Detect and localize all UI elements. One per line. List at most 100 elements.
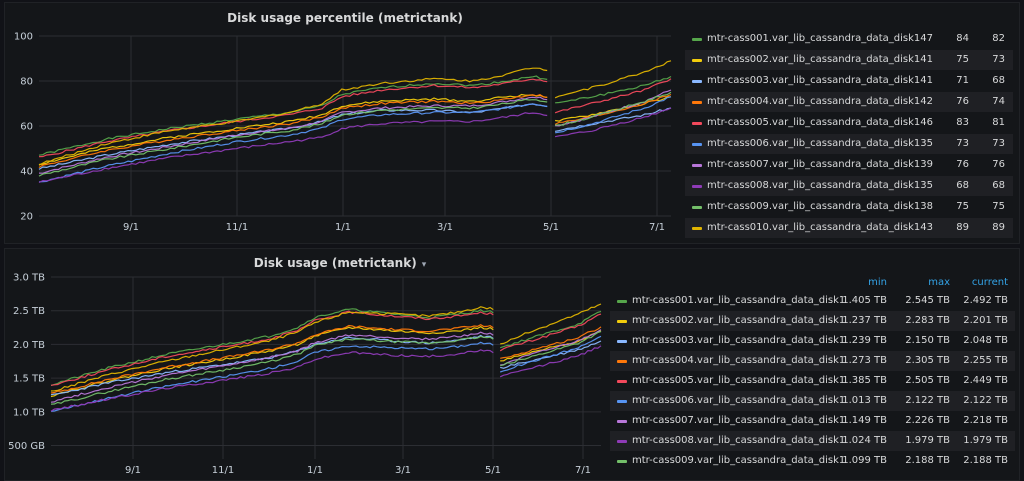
legend-value-max: 1.979 TB [905, 435, 950, 446]
legend-series-name[interactable]: mtr-cass009.var_lib_cassandra_data_disk1 [632, 455, 846, 466]
legend-item[interactable]: mtr-cass005.var_lib_cassandra_data_disk1… [685, 113, 1013, 133]
legend-swatch[interactable] [617, 440, 627, 443]
legend-swatch[interactable] [692, 227, 702, 230]
panel-title[interactable]: Disk usage percentile (metrictank) [227, 11, 463, 25]
legend-item[interactable]: mtr-cass009.var_lib_cassandra_data_disk1… [610, 451, 1015, 471]
legend-series-name[interactable]: mtr-cass005.var_lib_cassandra_data_disk1 [632, 375, 846, 386]
x-tick-label: 7/1 [649, 222, 665, 233]
y-tick-label: 2.5 TB [13, 306, 45, 317]
legend-item[interactable]: mtr-cass003.var_lib_cassandra_data_disk1… [610, 331, 1015, 351]
x-tick-label: 9/1 [125, 465, 141, 476]
legend-header-min[interactable]: min [868, 277, 887, 288]
x-tick-label: 11/1 [212, 465, 234, 476]
legend-value-min: 35 [920, 138, 933, 149]
legend-swatch[interactable] [692, 185, 702, 188]
x-tick-label: 11/1 [226, 222, 248, 233]
y-tick-label: 500 GB [8, 441, 45, 452]
legend-series-name[interactable]: mtr-cass007.var_lib_cassandra_data_disk1 [632, 415, 846, 426]
legend-series-name[interactable]: mtr-cass005.var_lib_cassandra_data_disk1 [707, 117, 921, 128]
series-line [500, 303, 602, 345]
legend-series-name[interactable]: mtr-cass001.var_lib_cassandra_data_disk1 [632, 295, 846, 306]
y-tick-label: 1.0 TB [13, 407, 45, 418]
x-tick-label: 1/1 [335, 222, 351, 233]
legend-value-max: 2.545 TB [905, 295, 950, 306]
y-tick-label: 1.5 TB [13, 374, 45, 385]
legend-value-min: 1.385 TB [842, 375, 887, 386]
legend-item[interactable]: mtr-cass008.var_lib_cassandra_data_disk1… [685, 176, 1013, 196]
legend-header-max[interactable]: max [928, 277, 950, 288]
legend-swatch[interactable] [692, 206, 702, 209]
legend-item[interactable]: mtr-cass009.var_lib_cassandra_data_disk1… [685, 197, 1013, 217]
legend-item[interactable]: mtr-cass002.var_lib_cassandra_data_disk1… [610, 311, 1015, 331]
legend-value-current: 68 [992, 75, 1005, 86]
legend-series-name[interactable]: mtr-cass007.var_lib_cassandra_data_disk1 [707, 159, 921, 170]
x-tick-label: 5/1 [543, 222, 559, 233]
legend-value-min: 1.024 TB [842, 435, 887, 446]
legend-value-max: 2.226 TB [905, 415, 950, 426]
series-line [38, 93, 548, 166]
series-line [554, 93, 672, 125]
legend-value-min: 47 [920, 33, 933, 44]
series-line [500, 310, 602, 349]
legend-swatch[interactable] [617, 340, 627, 343]
legend-item[interactable]: mtr-cass003.var_lib_cassandra_data_disk1… [685, 71, 1013, 91]
series-line [50, 324, 494, 394]
legend-series-name[interactable]: mtr-cass006.var_lib_cassandra_data_disk1 [707, 138, 921, 149]
legend-swatch[interactable] [692, 143, 702, 146]
legend-value-current: 82 [992, 33, 1005, 44]
legend-value-current: 73 [992, 138, 1005, 149]
legend-series-name[interactable]: mtr-cass008.var_lib_cassandra_data_disk1 [632, 435, 846, 446]
legend-swatch[interactable] [617, 420, 627, 423]
legend-swatch[interactable] [692, 80, 702, 83]
panel-title[interactable]: Disk usage (metrictank) ▾ [253, 256, 427, 270]
legend-swatch[interactable] [617, 380, 627, 383]
legend-swatch[interactable] [617, 300, 627, 303]
legend-series-name[interactable]: mtr-cass006.var_lib_cassandra_data_disk1 [632, 395, 846, 406]
legend-series-name[interactable]: mtr-cass003.var_lib_cassandra_data_disk1 [632, 335, 846, 346]
legend-item[interactable]: mtr-cass001.var_lib_cassandra_data_disk1… [610, 291, 1015, 311]
legend-swatch[interactable] [692, 164, 702, 167]
legend-item[interactable]: mtr-cass004.var_lib_cassandra_data_disk1… [610, 351, 1015, 371]
legend-value-min: 46 [920, 117, 933, 128]
legend-item[interactable]: mtr-cass006.var_lib_cassandra_data_disk1… [610, 391, 1015, 411]
x-tick-label: 7/1 [575, 465, 591, 476]
series-line [38, 67, 548, 166]
legend-series-name[interactable]: mtr-cass002.var_lib_cassandra_data_disk1 [707, 54, 921, 65]
legend-item[interactable]: mtr-cass010.var_lib_cassandra_data_disk1… [685, 218, 1013, 238]
legend-swatch[interactable] [617, 360, 627, 363]
legend-item[interactable]: mtr-cass006.var_lib_cassandra_data_disk1… [685, 134, 1013, 154]
legend-value-current: 2.048 TB [963, 335, 1008, 346]
legend-series-name[interactable]: mtr-cass003.var_lib_cassandra_data_disk1 [707, 75, 921, 86]
legend-series-name[interactable]: mtr-cass004.var_lib_cassandra_data_disk1 [707, 96, 921, 107]
x-tick-label: 5/1 [485, 465, 501, 476]
legend-swatch[interactable] [617, 320, 627, 323]
legend-item[interactable]: mtr-cass008.var_lib_cassandra_data_disk1… [610, 431, 1015, 451]
legend-series-name[interactable]: mtr-cass001.var_lib_cassandra_data_disk1 [707, 33, 921, 44]
panel-disk-usage: Disk usage (metrictank) ▾ 500 GB 1.0 TB 1.5… [4, 248, 1020, 481]
series-line [38, 94, 548, 169]
series-line [50, 331, 494, 403]
legend-item[interactable]: mtr-cass007.var_lib_cassandra_data_disk1… [685, 155, 1013, 175]
legend-item[interactable]: mtr-cass002.var_lib_cassandra_data_disk1… [685, 50, 1013, 70]
legend-header-current[interactable]: current [971, 277, 1008, 288]
legend-swatch[interactable] [617, 400, 627, 403]
legend-series-name[interactable]: mtr-cass010.var_lib_cassandra_data_disk1 [707, 222, 921, 233]
legend-series-name[interactable]: mtr-cass002.var_lib_cassandra_data_disk1 [632, 315, 846, 326]
legend-series-name[interactable]: mtr-cass004.var_lib_cassandra_data_disk1 [632, 355, 846, 366]
chevron-down-icon[interactable]: ▾ [421, 260, 427, 270]
legend-swatch[interactable] [692, 59, 702, 62]
series-line [50, 335, 494, 405]
legend-item[interactable]: mtr-cass004.var_lib_cassandra_data_disk1… [685, 92, 1013, 112]
legend-value-min: 41 [920, 54, 933, 65]
legend-series-name[interactable]: mtr-cass008.var_lib_cassandra_data_disk1 [707, 180, 921, 191]
legend-swatch[interactable] [692, 101, 702, 104]
legend-value-current: 2.122 TB [963, 395, 1008, 406]
legend-swatch[interactable] [617, 460, 627, 463]
legend-item[interactable]: mtr-cass007.var_lib_cassandra_data_disk1… [610, 411, 1015, 431]
legend-swatch[interactable] [692, 122, 702, 125]
legend-series-name[interactable]: mtr-cass009.var_lib_cassandra_data_disk1 [707, 201, 921, 212]
legend-swatch[interactable] [692, 38, 702, 41]
legend-item[interactable]: mtr-cass005.var_lib_cassandra_data_disk1… [610, 371, 1015, 391]
series-line [499, 345, 602, 378]
legend-item[interactable]: mtr-cass001.var_lib_cassandra_data_disk1… [685, 29, 1013, 49]
